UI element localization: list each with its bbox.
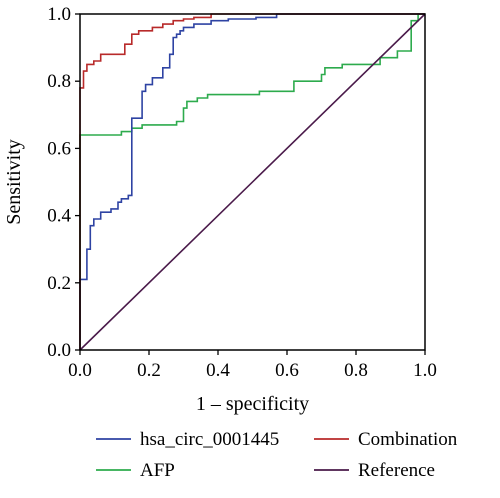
legend-label-reference: Reference — [358, 460, 435, 481]
x-tick-label: 0.6 — [275, 360, 299, 381]
x-tick-label: 0.0 — [68, 360, 92, 381]
plot-lines — [79, 13, 426, 351]
y-tick-label: 0.8 — [47, 71, 71, 92]
legend: hsa_circ_0001445 Combination AFP Reference — [96, 429, 458, 481]
y-tick-label: 1.0 — [47, 4, 71, 25]
x-axis-title: 1 – specificity — [196, 393, 309, 415]
y-tick-label: 0.6 — [47, 138, 71, 159]
x-tick-label: 1.0 — [413, 360, 437, 381]
x-tick-label: 0.4 — [206, 360, 230, 381]
plot-area-frame — [79, 13, 426, 351]
series-line-combination — [79, 13, 425, 350]
legend-label-hsa-circ-0001445: hsa_circ_0001445 — [140, 429, 279, 450]
series-line-afp — [79, 13, 425, 350]
y-axis-title: Sensitivity — [3, 139, 25, 225]
x-axis: 0.0 0.2 0.4 0.6 0.8 1.0 — [68, 350, 437, 381]
legend-label-combination: Combination — [358, 429, 458, 450]
series-line-reference — [79, 13, 426, 351]
y-tick-label: 0.4 — [47, 206, 71, 227]
y-tick-label: 0.2 — [47, 273, 71, 294]
y-tick-label: 0.0 — [47, 340, 71, 361]
legend-label-afp: AFP — [140, 460, 175, 481]
x-tick-label: 0.8 — [344, 360, 368, 381]
x-tick-label: 0.2 — [137, 360, 161, 381]
y-axis: 0.0 0.2 0.4 0.6 0.8 1.0 — [47, 4, 80, 361]
series-line-hsa-circ-0001445 — [79, 13, 425, 350]
